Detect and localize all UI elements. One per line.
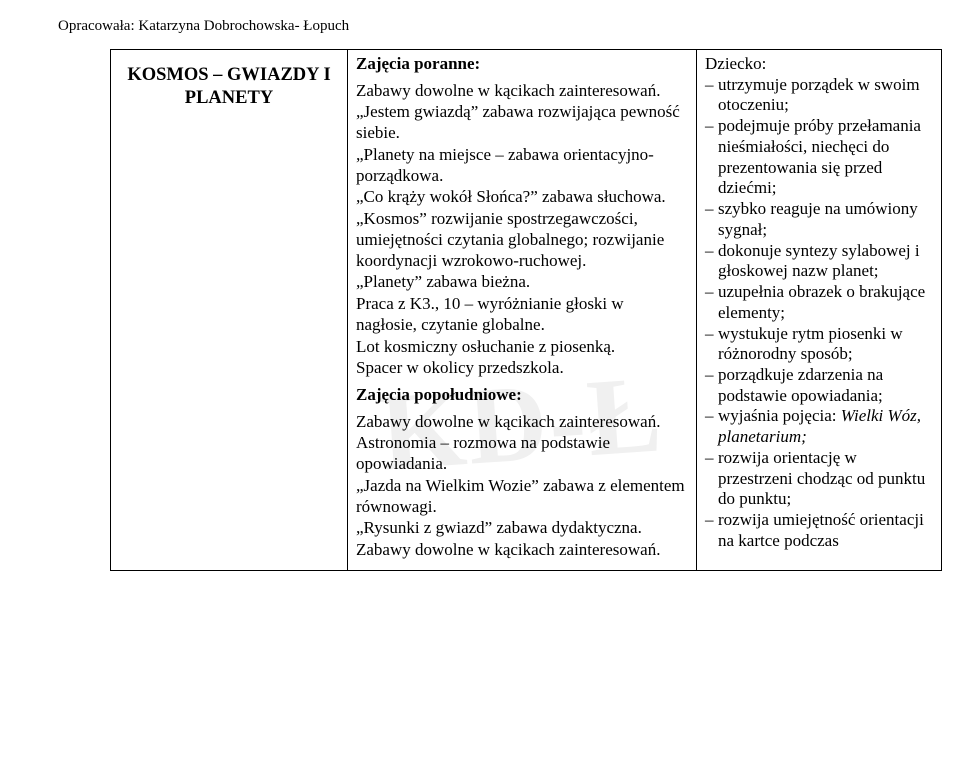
dash-icon: – — [705, 199, 718, 240]
topic-title-line1: KOSMOS – GWIAZDY I — [119, 64, 339, 87]
objectives-cell: Dziecko: –utrzymuje porządek w swoim oto… — [697, 50, 942, 571]
objective-text: porządkuje zdarzenia na podstawie opowia… — [718, 365, 933, 406]
dash-icon: – — [705, 510, 718, 551]
activity-text: Zabawy dowolne w kącikach zainteresowań. — [356, 540, 688, 561]
activity-text: „Jazda na Wielkim Wozie” zabawa z elemen… — [356, 476, 688, 517]
objective-item: –podejmuje próby przełamania nieśmiałośc… — [705, 116, 933, 199]
objective-item: –wyjaśnia pojęcia: Wielki Wóz, planetari… — [705, 406, 933, 447]
objective-text: szybko reaguje na umówiony sygnał; — [718, 199, 933, 240]
dash-icon: – — [705, 282, 718, 323]
objective-item: –rozwija orientację w przestrzeni chodzą… — [705, 448, 933, 510]
dash-icon: – — [705, 75, 718, 116]
objective-text: rozwija orientację w przestrzeni chodząc… — [718, 448, 933, 510]
objective-text: podejmuje próby przełamania nieśmiałości… — [718, 116, 933, 199]
activity-text: Spacer w okolicy przedszkola. — [356, 358, 688, 379]
objective-text: rozwija umiejętność orientacji na kartce… — [718, 510, 933, 551]
author-line: Opracowała: Katarzyna Dobrochowska- Łopu… — [58, 18, 920, 35]
activity-text: Astronomia – rozmowa na podstawie opowia… — [356, 433, 688, 474]
objective-item: –wystukuje rytm piosenki w różnorodny sp… — [705, 324, 933, 365]
objective-item: –dokonuje syntezy sylabowej i głoskowej … — [705, 241, 933, 282]
activity-text: Zabawy dowolne w kącikach zainteresowań. — [356, 81, 688, 102]
dash-icon: – — [705, 448, 718, 510]
objective-text: wyjaśnia pojęcia: Wielki Wóz, planetariu… — [718, 406, 933, 447]
objective-text: wystukuje rytm piosenki w różnorodny spo… — [718, 324, 933, 365]
objectives-heading: Dziecko: — [705, 54, 933, 75]
objective-text: uzupełnia obrazek o brakujące elementy; — [718, 282, 933, 323]
objective-item: –szybko reaguje na umówiony sygnał; — [705, 199, 933, 240]
afternoon-heading: Zajęcia popołudniowe: — [356, 385, 688, 406]
activity-text: Lot kosmiczny osłuchanie z piosenką. — [356, 337, 688, 358]
activities-cell: Zajęcia poranne: Zabawy dowolne w kącika… — [348, 50, 697, 571]
topic-cell: KOSMOS – GWIAZDY I PLANETY — [111, 50, 348, 571]
activity-text: „Planety” zabawa bieżna. — [356, 272, 688, 293]
activity-text: „Kosmos” rozwijanie spostrzegawczości, u… — [356, 209, 688, 271]
objective-text: dokonuje syntezy sylabowej i głoskowej n… — [718, 241, 933, 282]
objective-item: –porządkuje zdarzenia na podstawie opowi… — [705, 365, 933, 406]
objective-item: –rozwija umiejętność orientacji na kartc… — [705, 510, 933, 551]
dash-icon: – — [705, 116, 718, 199]
activity-text: Praca z K3., 10 – wyróżnianie głoski w n… — [356, 294, 688, 335]
objective-text: utrzymuje porządek w swoim otoczeniu; — [718, 75, 933, 116]
activity-text: „Co krąży wokół Słońca?” zabawa słuchowa… — [356, 187, 688, 208]
dash-icon: – — [705, 406, 718, 447]
topic-title: KOSMOS – GWIAZDY I PLANETY — [119, 54, 339, 109]
italic-term: Wielki Wóz, planetarium; — [718, 406, 921, 446]
activity-text: Zabawy dowolne w kącikach zainteresowań. — [356, 412, 688, 433]
dash-icon: – — [705, 324, 718, 365]
dash-icon: – — [705, 365, 718, 406]
activity-text: „Jestem gwiazdą” zabawa rozwijająca pewn… — [356, 102, 688, 143]
objective-item: –uzupełnia obrazek o brakujące elementy; — [705, 282, 933, 323]
topic-title-line2: PLANETY — [119, 87, 339, 110]
morning-heading: Zajęcia poranne: — [356, 54, 688, 75]
lesson-table: KOSMOS – GWIAZDY I PLANETY Zajęcia poran… — [110, 49, 942, 571]
objective-item: –utrzymuje porządek w swoim otoczeniu; — [705, 75, 933, 116]
dash-icon: – — [705, 241, 718, 282]
objectives-list: –utrzymuje porządek w swoim otoczeniu;–p… — [705, 75, 933, 552]
activity-text: „Planety na miejsce – zabawa orientacyjn… — [356, 145, 688, 186]
activity-text: „Rysunki z gwiazd” zabawa dydaktyczna. — [356, 518, 688, 539]
